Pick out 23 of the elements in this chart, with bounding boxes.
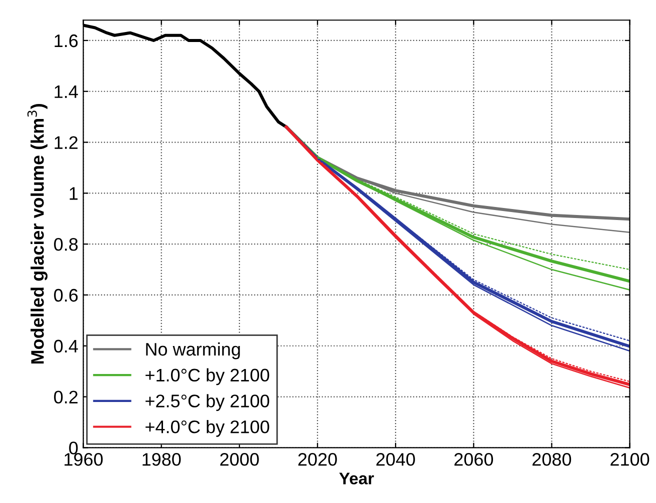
x-tick-label: 1960 bbox=[64, 453, 103, 466]
y-tick-label: 0.8 bbox=[54, 238, 78, 251]
x-tick-label: 1980 bbox=[142, 453, 181, 466]
legend-label: +2.5°C by 2100 bbox=[146, 394, 270, 411]
y-tick-label: 0.6 bbox=[54, 288, 78, 302]
legend-label: +4.0°C by 2100 bbox=[146, 420, 270, 437]
x-tick-label: 2020 bbox=[298, 453, 337, 466]
y-tick-label: 1.2 bbox=[54, 136, 78, 149]
x-tick-label: 2060 bbox=[454, 453, 494, 466]
y-tick-label: 0.4 bbox=[54, 340, 78, 353]
y-tick-label: 1 bbox=[70, 187, 78, 200]
y-tick-label: 1.4 bbox=[54, 86, 78, 98]
y-tick-label: 0.2 bbox=[54, 390, 78, 404]
x-axis-title: Year bbox=[339, 472, 374, 484]
y-tick-label: 0 bbox=[69, 442, 78, 454]
x-tick-label: 2100 bbox=[610, 453, 650, 466]
y-tick-label: 1.6 bbox=[54, 34, 78, 48]
y-axis-title: Modelled glacier volume (km$^{3}$) bbox=[27, 104, 48, 364]
legend-label: No warming bbox=[146, 342, 240, 360]
legend-label: +1.0°C by 2100 bbox=[146, 368, 270, 386]
x-tick-label: 2080 bbox=[532, 453, 572, 466]
x-tick-label: 2000 bbox=[220, 453, 259, 466]
x-tick-label: 2040 bbox=[376, 453, 415, 466]
